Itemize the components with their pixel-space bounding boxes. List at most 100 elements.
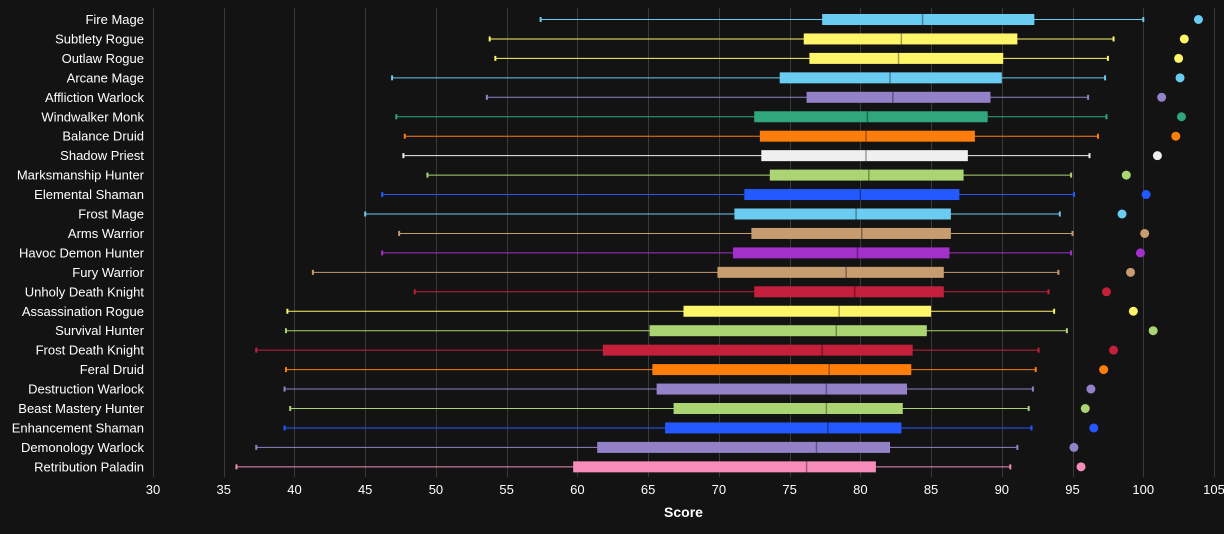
box-row — [402, 150, 1162, 162]
max-point — [1076, 462, 1086, 472]
x-tick-label: 55 — [499, 482, 513, 497]
box — [744, 189, 960, 201]
box — [649, 325, 927, 337]
category-label: Havoc Demon Hunter — [19, 245, 145, 260]
box — [754, 286, 944, 298]
box-row — [413, 286, 1111, 298]
category-label: Enhancement Shaman — [12, 420, 144, 435]
max-point — [1128, 306, 1138, 316]
category-label: Affliction Warlock — [45, 90, 144, 105]
max-point — [1135, 248, 1145, 258]
category-label: Assassination Rogue — [22, 304, 144, 319]
box-row — [283, 422, 1099, 434]
box — [754, 111, 988, 123]
category-label: Subtlety Rogue — [55, 31, 144, 46]
category-label: Balance Druid — [62, 129, 144, 144]
max-point — [1109, 345, 1119, 355]
box — [673, 403, 903, 414]
category-label: Fury Warrior — [72, 265, 144, 280]
box — [803, 33, 1018, 45]
category-label: Demonology Warlock — [21, 440, 145, 455]
x-tick-label: 45 — [358, 482, 372, 497]
box — [751, 227, 951, 239]
box — [573, 461, 876, 473]
max-point — [1148, 326, 1158, 336]
max-point — [1101, 287, 1111, 297]
max-point — [1117, 209, 1127, 219]
x-tick-label: 105 — [1203, 482, 1224, 497]
max-point — [1152, 151, 1162, 161]
category-label: Arcane Mage — [67, 70, 144, 85]
box — [652, 364, 912, 376]
x-tick-label: 50 — [429, 482, 443, 497]
grid-lines — [153, 8, 1215, 477]
box-row — [284, 364, 1109, 376]
box-row — [488, 33, 1189, 45]
x-tick-label: 90 — [995, 482, 1009, 497]
max-point — [1121, 170, 1131, 180]
x-tick-label: 80 — [853, 482, 867, 497]
box — [809, 52, 1004, 64]
box-row — [364, 208, 1127, 220]
x-axis-title: Score — [664, 504, 703, 520]
box-row — [284, 325, 1158, 337]
x-tick-label: 30 — [146, 482, 160, 497]
box — [779, 72, 1002, 84]
box-row — [286, 305, 1138, 317]
box-row — [485, 91, 1167, 103]
box-row — [494, 52, 1184, 64]
x-tick-label: 35 — [216, 482, 230, 497]
category-label: Frost Mage — [78, 207, 144, 222]
box-row — [398, 227, 1150, 239]
box-row — [289, 403, 1090, 414]
max-point — [1126, 267, 1136, 277]
box-row — [391, 72, 1185, 84]
box-row — [426, 169, 1131, 181]
max-point — [1099, 365, 1109, 375]
x-tick-labels: 30 35 40 45 50 55 60 65 70 75 80 85 90 95 100 105 — [146, 482, 1224, 497]
x-tick-label: 75 — [782, 482, 796, 497]
box — [656, 383, 908, 395]
max-point — [1141, 190, 1151, 200]
box — [597, 441, 891, 453]
max-point — [1140, 228, 1150, 238]
box-row — [403, 130, 1181, 142]
max-point — [1174, 53, 1184, 63]
max-point — [1069, 442, 1079, 452]
box-row — [283, 383, 1096, 395]
max-point — [1086, 384, 1096, 394]
box-row — [381, 247, 1145, 259]
box-row — [235, 461, 1086, 473]
x-tick-label: 95 — [1065, 482, 1079, 497]
box-row — [255, 441, 1079, 453]
max-point — [1157, 92, 1167, 102]
max-point — [1193, 15, 1203, 24]
category-label: Feral Druid — [80, 362, 144, 377]
category-label: Beast Mastery Hunter — [18, 401, 144, 416]
box — [602, 344, 913, 356]
category-label: Unholy Death Knight — [25, 284, 145, 299]
category-label: Survival Hunter — [55, 323, 145, 338]
box — [769, 169, 964, 181]
category-label: Marksmanship Hunter — [17, 168, 145, 183]
box-row — [381, 189, 1151, 201]
max-point — [1176, 112, 1186, 122]
category-label: Retribution Paladin — [34, 459, 144, 474]
box — [717, 266, 944, 278]
box-row — [539, 14, 1203, 25]
plot-area — [235, 14, 1203, 473]
category-labels: Fire Mage Subtlety Rogue Outlaw Rogue Arcan… — [12, 12, 145, 474]
x-tick-label: 60 — [570, 482, 584, 497]
category-label: Outlaw Rogue — [62, 51, 144, 66]
category-label: Frost Death Knight — [36, 343, 145, 358]
box — [822, 14, 1035, 25]
box — [665, 422, 902, 434]
x-tick-label: 65 — [641, 482, 655, 497]
x-tick-label: 40 — [287, 482, 301, 497]
category-label: Elemental Shaman — [34, 187, 144, 202]
box — [734, 208, 951, 220]
x-tick-label: 85 — [924, 482, 938, 497]
box-row — [395, 111, 1186, 123]
